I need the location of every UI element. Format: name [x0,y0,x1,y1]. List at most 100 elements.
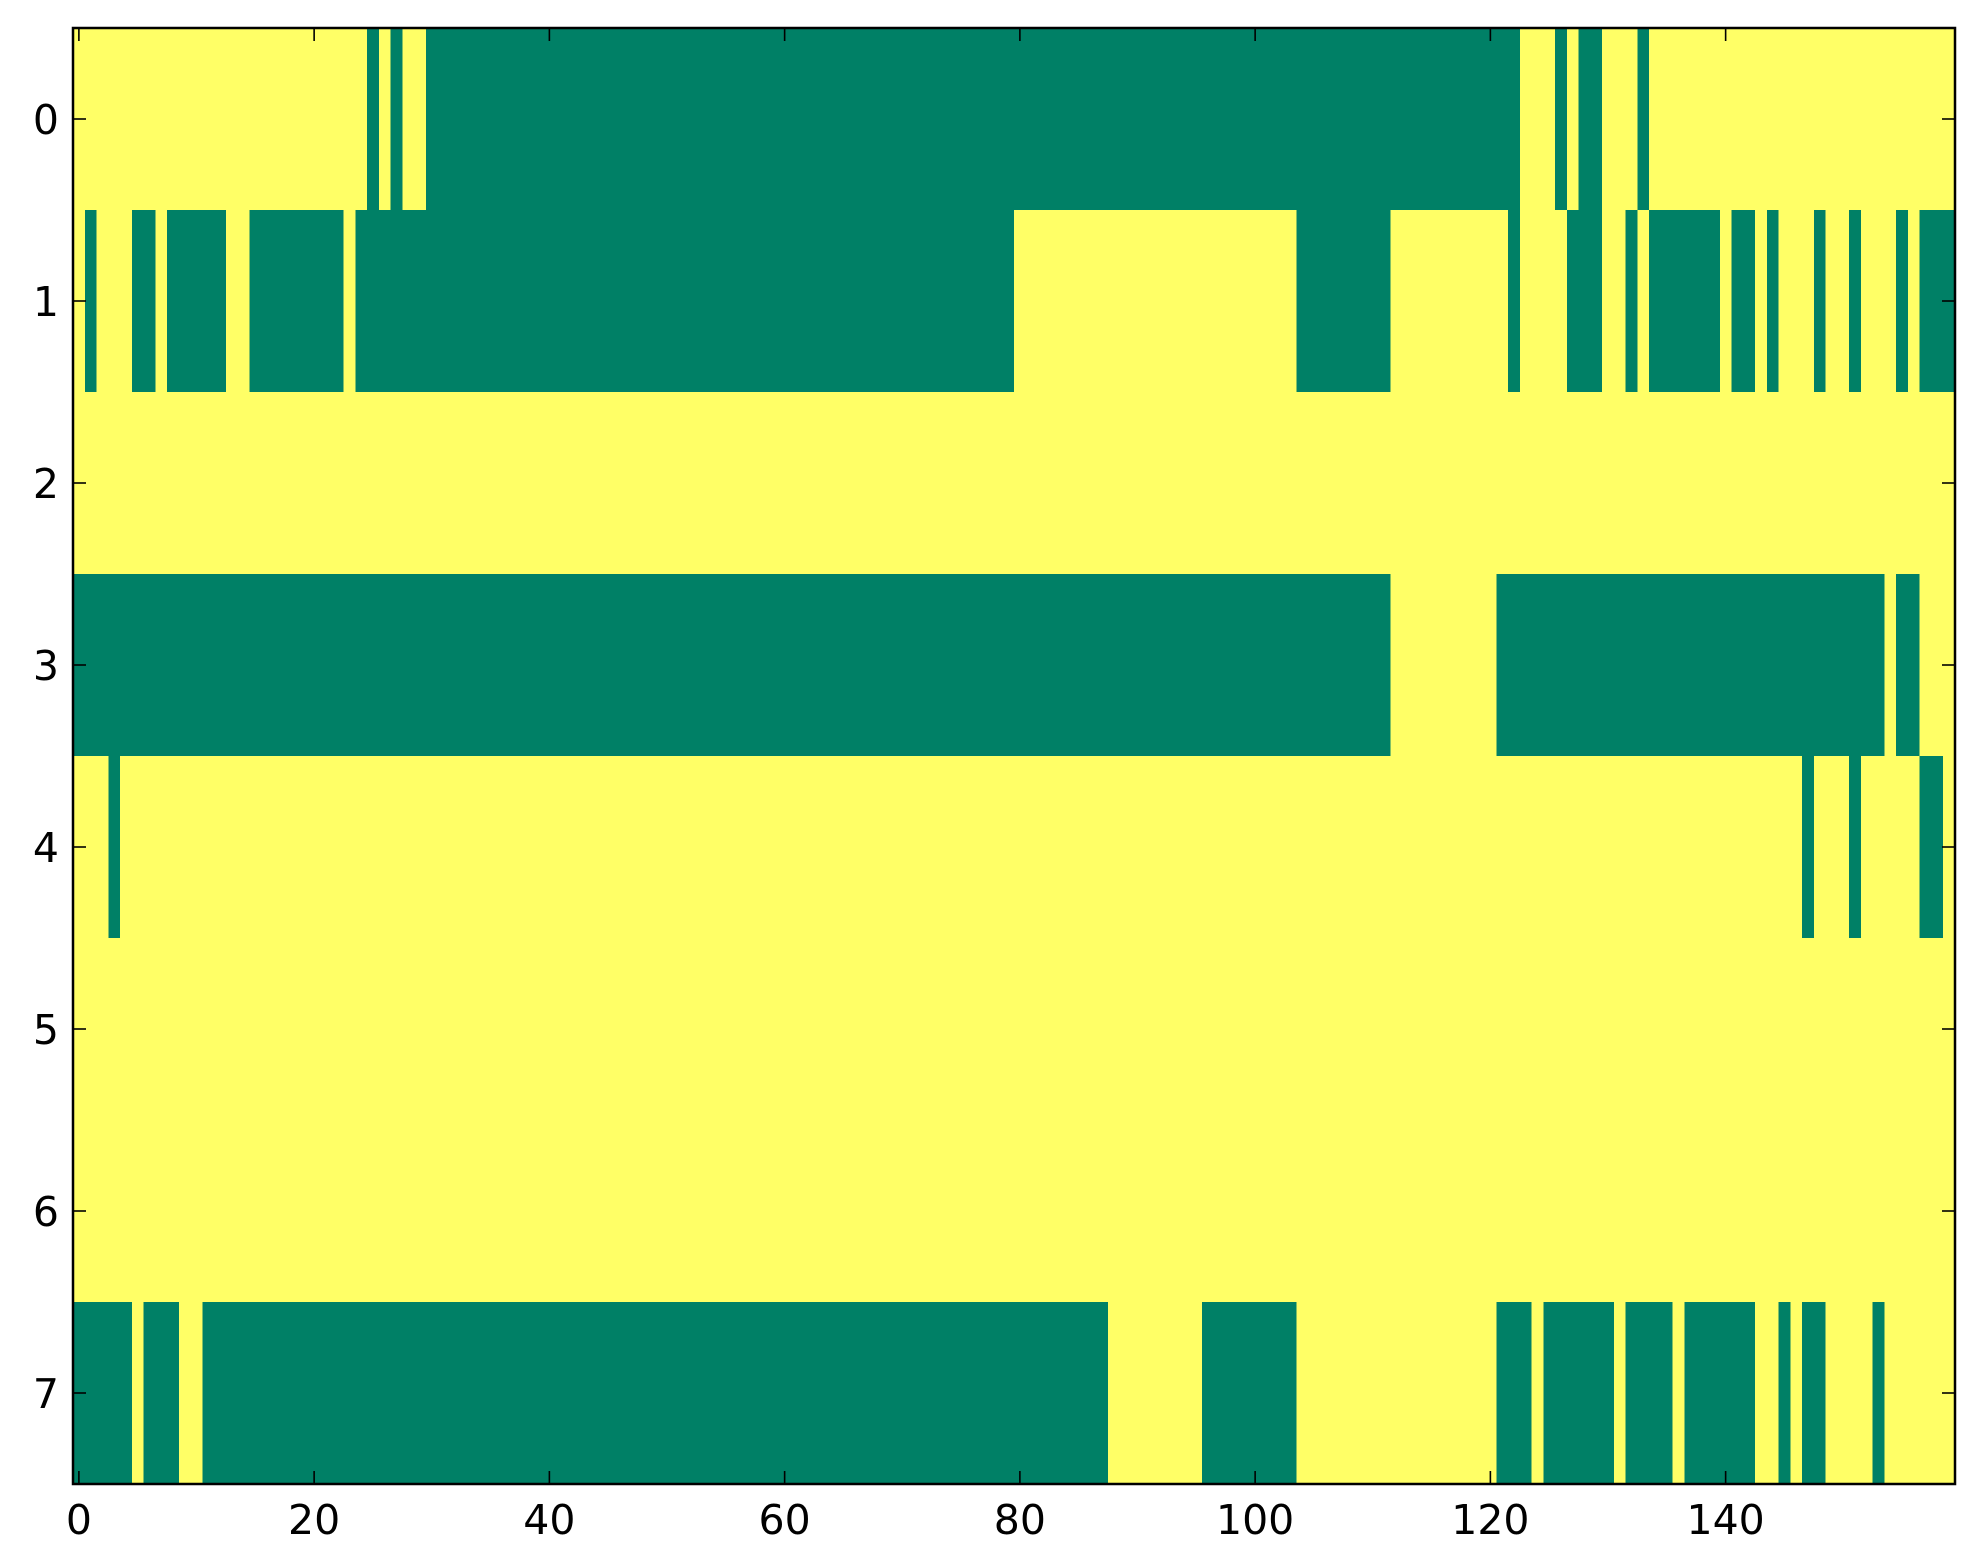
heatmap-cell [943,210,956,393]
heatmap-cell [1566,392,1580,575]
heatmap-cell [1508,938,1521,1121]
heatmap-cell [931,574,945,757]
heatmap-cell [1931,392,1944,575]
heatmap-cell [1166,938,1180,1121]
heatmap-cell [1637,1302,1650,1485]
heatmap-cell [1249,210,1262,393]
heatmap-cell [1272,756,1286,939]
heatmap-cell [1119,574,1133,757]
heatmap-cell [1837,392,1850,575]
heatmap-cell [802,392,815,575]
heatmap-cell [1802,392,1815,575]
heatmap-cell [308,938,321,1121]
heatmap-cell [1437,1302,1450,1485]
heatmap-cell [861,938,874,1121]
heatmap-cell [108,28,121,211]
heatmap-cell [249,210,262,393]
heatmap-cell [1543,1302,1556,1485]
heatmap-cell [1743,210,1756,393]
heatmap-cell [84,392,98,575]
heatmap-cell [1190,574,1203,757]
heatmap-cell [1896,574,1909,757]
heatmap-cell [825,210,839,393]
heatmap-cell [519,210,533,393]
heatmap-cell [625,756,639,939]
heatmap-cell [508,28,521,211]
heatmap-cell [1590,28,1603,211]
heatmap-cell [567,574,580,757]
heatmap-cell [1672,1302,1686,1485]
heatmap-cell [731,28,745,211]
heatmap-cell [1249,1120,1262,1303]
heatmap-cell [1390,756,1403,939]
heatmap-cell [1472,1120,1486,1303]
heatmap-cell [1849,1120,1862,1303]
heatmap-cell [1143,1302,1156,1485]
heatmap-cell [1284,392,1297,575]
heatmap-cell [367,1302,380,1485]
heatmap-cell [614,938,627,1121]
heatmap-cell [543,1302,556,1485]
heatmap-cell [1660,574,1674,757]
heatmap-cell [261,392,274,575]
heatmap-cell [814,938,827,1121]
heatmap-cell [378,574,392,757]
heatmap-cell [1555,938,1568,1121]
heatmap-cell [637,392,650,575]
heatmap-cell [684,1120,698,1303]
heatmap-cell [1672,28,1686,211]
heatmap-cell [1143,938,1156,1121]
heatmap-cell [1790,210,1803,393]
heatmap-cell [1519,1302,1533,1485]
heatmap-cell [578,938,592,1121]
heatmap-cell [672,1120,686,1303]
heatmap-cell [1802,938,1815,1121]
heatmap-cell [684,28,698,211]
heatmap-cell [990,574,1003,757]
heatmap-cell [1002,574,1015,757]
heatmap-cell [261,210,274,393]
heatmap-cell [1496,210,1509,393]
heatmap-cell [1543,392,1556,575]
heatmap-cell [178,938,192,1121]
heatmap-cell [1931,210,1944,393]
heatmap-cell [1355,574,1368,757]
heatmap-cell [555,574,568,757]
heatmap-cell [1296,756,1309,939]
heatmap-cell [120,210,133,393]
heatmap-cell [1637,392,1650,575]
heatmap-cell [190,210,203,393]
heatmap-cell [543,392,556,575]
heatmap-cell [1413,392,1427,575]
heatmap-cell [731,938,745,1121]
heatmap-cell [1378,1120,1391,1303]
heatmap-cell [484,392,498,575]
heatmap-cell [766,1120,780,1303]
y-tick-label: 1 [33,278,59,326]
heatmap-cell [1907,210,1921,393]
heatmap-cell [908,756,921,939]
heatmap-cell [908,28,921,211]
heatmap-cell [1319,210,1333,393]
heatmap-cell [743,1120,756,1303]
heatmap-cell [143,392,156,575]
heatmap-cell [1402,938,1415,1121]
heatmap-cell [708,1120,721,1303]
heatmap-cell [1660,1120,1674,1303]
heatmap-cell [143,1302,156,1485]
heatmap-cell [966,756,980,939]
heatmap-cell [1766,210,1780,393]
heatmap-cell [931,756,945,939]
heatmap-cell [378,756,392,939]
heatmap-cell [1860,28,1874,211]
heatmap-cell [849,1302,862,1485]
heatmap-cell [1790,28,1803,211]
heatmap-cell [1496,938,1509,1121]
heatmap-cell [484,756,498,939]
heatmap-cell [966,392,980,575]
heatmap-cell [825,1302,839,1485]
heatmap-cell [1860,756,1874,939]
y-tick-label: 2 [33,460,59,508]
heatmap-cell [225,210,239,393]
